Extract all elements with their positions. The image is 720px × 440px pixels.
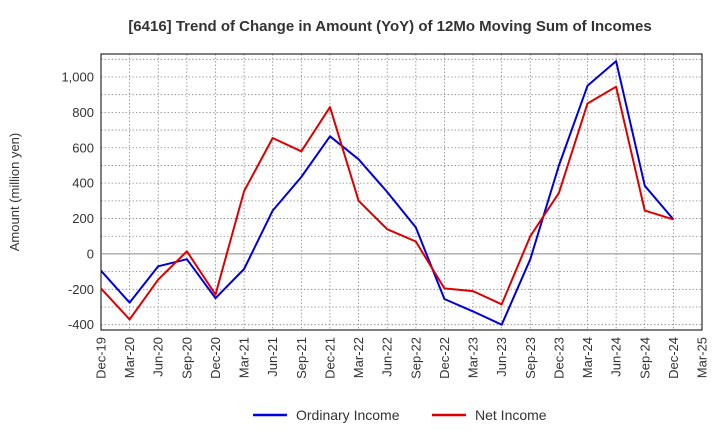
x-tick-label: Dec-19 xyxy=(94,337,109,379)
series-lines xyxy=(100,60,675,326)
y-axis-title: Amount (million yen) xyxy=(7,133,22,252)
x-tick-label: Sep-20 xyxy=(179,337,194,379)
x-tick-label: Jun-20 xyxy=(151,337,166,377)
chart-title: [6416] Trend of Change in Amount (YoY) o… xyxy=(128,18,651,35)
x-tick-label: Dec-21 xyxy=(322,337,337,379)
legend-label-ordinary-income: Ordinary Income xyxy=(296,407,400,423)
legend: Ordinary Income Net Income xyxy=(253,407,547,423)
y-tick-label: 0 xyxy=(87,246,94,261)
y-tick-label: 1,000 xyxy=(61,70,94,85)
x-tick-label: Mar-23 xyxy=(466,337,481,378)
x-tick-label: Mar-24 xyxy=(580,337,595,378)
x-tick-label: Sep-23 xyxy=(523,337,538,379)
plot-area-frame xyxy=(100,53,703,331)
y-tick-label: 400 xyxy=(72,176,94,191)
grid-lines xyxy=(101,54,702,330)
y-tick-label: 200 xyxy=(72,211,94,226)
x-tick-label: Jun-23 xyxy=(494,337,509,377)
x-tick-label: Sep-21 xyxy=(294,337,309,379)
x-tick-label: Dec-24 xyxy=(666,337,681,379)
series-line-ordinary-income xyxy=(100,60,675,326)
y-tick-label: -400 xyxy=(68,317,94,332)
y-tick-label: 800 xyxy=(72,105,94,120)
x-tick-label: Jun-22 xyxy=(380,337,395,377)
x-tick-label: Mar-21 xyxy=(237,337,252,378)
x-tick-label: Mar-20 xyxy=(122,337,137,378)
series-line-net-income xyxy=(100,85,674,321)
x-tick-label: Jun-24 xyxy=(609,337,624,377)
x-tick-label: Mar-22 xyxy=(351,337,366,378)
x-tick-label: Sep-24 xyxy=(637,337,652,379)
x-tick-label: Dec-22 xyxy=(437,337,452,379)
x-tick-label: Dec-23 xyxy=(551,337,566,379)
x-tick-label: Dec-20 xyxy=(208,337,223,379)
y-axis-tick-labels: -400 -200 0 200 400 600 800 1,000 xyxy=(61,70,94,333)
y-tick-label: 600 xyxy=(72,140,94,155)
y-tick-label: -200 xyxy=(68,282,94,297)
x-tick-label: Jun-21 xyxy=(265,337,280,377)
x-axis-tick-labels: Dec-19 Mar-20 Jun-20 Sep-20 Dec-20 Mar-21 Jun-… xyxy=(94,337,710,379)
legend-label-net-income: Net Income xyxy=(475,407,547,423)
x-tick-label: Sep-22 xyxy=(408,337,423,379)
x-tick-label: Mar-25 xyxy=(695,337,710,378)
